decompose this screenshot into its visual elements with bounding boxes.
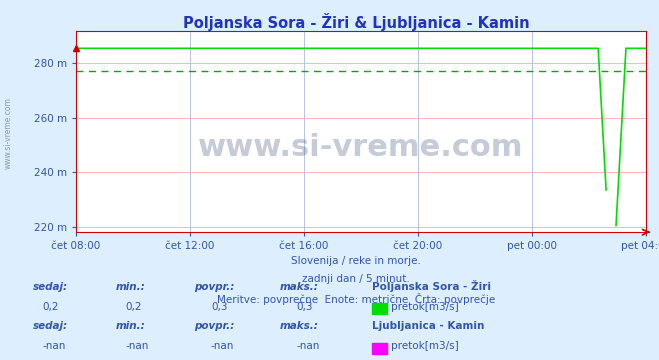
Text: 0,3: 0,3 bbox=[211, 302, 227, 312]
Text: pretok[m3/s]: pretok[m3/s] bbox=[391, 341, 459, 351]
Text: 0,2: 0,2 bbox=[43, 302, 59, 312]
Text: min.:: min.: bbox=[115, 282, 145, 292]
Text: maks.:: maks.: bbox=[280, 282, 319, 292]
Text: 0,3: 0,3 bbox=[297, 302, 313, 312]
Text: povpr.:: povpr.: bbox=[194, 282, 235, 292]
Text: Slovenija / reke in morje.: Slovenija / reke in morje. bbox=[291, 256, 421, 266]
Text: Poljanska Sora - Žiri: Poljanska Sora - Žiri bbox=[372, 280, 492, 292]
Text: povpr.:: povpr.: bbox=[194, 321, 235, 332]
Text: Ljubljanica - Kamin: Ljubljanica - Kamin bbox=[372, 321, 485, 332]
Text: zadnji dan / 5 minut.: zadnji dan / 5 minut. bbox=[302, 274, 410, 284]
Text: -nan: -nan bbox=[297, 341, 320, 351]
Text: -nan: -nan bbox=[43, 341, 66, 351]
Text: Poljanska Sora - Žiri & Ljubljanica - Kamin: Poljanska Sora - Žiri & Ljubljanica - Ka… bbox=[183, 13, 529, 31]
Text: 0,2: 0,2 bbox=[125, 302, 142, 312]
Text: pretok[m3/s]: pretok[m3/s] bbox=[391, 302, 459, 312]
Text: maks.:: maks.: bbox=[280, 321, 319, 332]
Text: Meritve: povprečne  Enote: metrične  Črta: povprečje: Meritve: povprečne Enote: metrične Črta:… bbox=[217, 293, 495, 305]
Text: -nan: -nan bbox=[211, 341, 234, 351]
Text: www.si-vreme.com: www.si-vreme.com bbox=[198, 133, 523, 162]
Text: sedaj:: sedaj: bbox=[33, 321, 68, 332]
Text: sedaj:: sedaj: bbox=[33, 282, 68, 292]
Text: www.si-vreme.com: www.si-vreme.com bbox=[4, 97, 13, 169]
Text: min.:: min.: bbox=[115, 321, 145, 332]
Text: -nan: -nan bbox=[125, 341, 148, 351]
